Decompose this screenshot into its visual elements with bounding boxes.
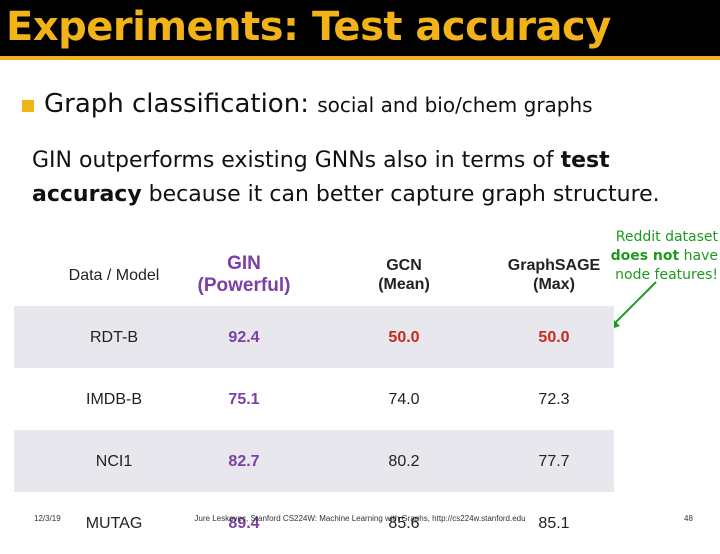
annotation-line1: Reddit dataset (615, 229, 718, 245)
page-number: 48 (684, 514, 693, 523)
gcn-value: 74.0 (388, 390, 420, 408)
table-row: IMDB-B 75.1 74.0 72.3 (14, 368, 614, 430)
paragraph-part2: because it can better capture graph stru… (141, 182, 660, 207)
gcn-value: 85.6 (388, 514, 420, 532)
sage-value: 85.1 (538, 514, 570, 532)
header-gcn: GCN (Mean) (339, 244, 469, 306)
sage-value: 50.0 (538, 328, 570, 346)
slide-footer: 12/3/19 Jure Leskovec, Stanford CS224W: … (0, 512, 720, 528)
gcn-value: 80.2 (388, 452, 420, 470)
table-row: RDT-B 92.4 50.0 50.0 (14, 306, 614, 368)
bullet-sub-text: social and bio/chem graphs (317, 93, 593, 117)
header-gcn-line1: GCN (386, 257, 422, 274)
header-gin-line1: GIN (227, 253, 261, 274)
bullet-point: Graph classification: social and bio/che… (44, 86, 593, 123)
slide-title: Experiments: Test accuracy (6, 4, 611, 50)
bullet-main-text: Graph classification: (44, 89, 309, 119)
header-graphsage-line2: (Max) (533, 276, 575, 293)
annotation-line3: node features! (615, 267, 718, 283)
gcn-value: 50.0 (388, 328, 420, 346)
dataset-name: MUTAG (85, 514, 143, 532)
paragraph-bold: test accuracy (32, 148, 610, 207)
table-header-row: Data / Model GIN (Powerful) GCN (Mean) Gra… (14, 244, 614, 306)
sage-value: 77.7 (538, 452, 570, 470)
reddit-annotation: Reddit dataset does not have node featur… (600, 228, 718, 285)
annotation-line2: does not have (600, 247, 718, 266)
body-paragraph: GIN outperforms existing GNNs also in te… (32, 144, 712, 212)
gin-value: 75.1 (228, 390, 260, 408)
table-row: MUTAG 89.4 85.6 85.1 (14, 492, 614, 554)
dataset-name: NCI1 (95, 452, 133, 470)
header-graphsage-line1: GraphSAGE (507, 257, 601, 274)
results-table: Data / Model GIN (Powerful) GCN (Mean) Gra… (14, 244, 614, 554)
header-gin: GIN (Powerful) (179, 244, 309, 306)
annotation-line2-rest: have (679, 248, 718, 264)
header-rule (0, 56, 720, 60)
sage-value: 72.3 (538, 390, 570, 408)
dataset-name: RDT-B (90, 328, 138, 346)
gin-value: 82.7 (228, 452, 260, 470)
slide-header: Experiments: Test accuracy (0, 0, 720, 60)
bullet-square-icon (22, 100, 34, 112)
gin-value: 89.4 (228, 514, 260, 532)
table-row: NCI1 82.7 80.2 77.7 (14, 430, 614, 492)
paragraph-part1: GIN outperforms existing GNNs also in te… (32, 148, 561, 173)
footer-date: 12/3/19 (34, 514, 61, 523)
footer-citation: Jure Leskovec, Stanford CS224W: Machine … (194, 514, 526, 523)
header-data-model: Data / Model (68, 266, 160, 284)
header-gin-line2: (Powerful) (197, 275, 291, 296)
gin-value: 92.4 (228, 328, 260, 346)
header-graphsage: GraphSAGE (Max) (484, 244, 624, 306)
annotation-bold: does not (610, 248, 680, 264)
dataset-name: IMDB-B (86, 390, 142, 408)
header-gcn-line2: (Mean) (378, 276, 430, 293)
